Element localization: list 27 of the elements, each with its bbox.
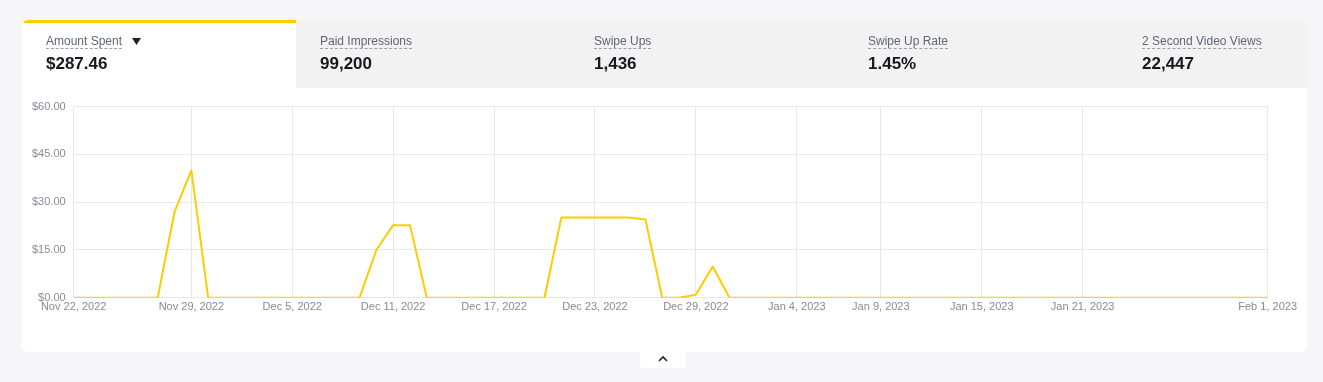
x-tick-label: Jan 9, 2023 bbox=[852, 300, 910, 313]
y-tick-label: $0.00 bbox=[38, 290, 66, 303]
x-tick-label: Dec 23, 2022 bbox=[562, 300, 628, 313]
x-tick-label: Jan 15, 2023 bbox=[949, 300, 1014, 313]
x-tick-label: Nov 22, 2022 bbox=[40, 300, 107, 313]
x-tick-label: Nov 29, 2022 bbox=[158, 300, 225, 313]
y-tick-label: $15.00 bbox=[31, 243, 66, 256]
text: 2 Second Video Views bbox=[1142, 34, 1262, 49]
x-tick-label: Feb 1, 2023 bbox=[1238, 300, 1297, 313]
y-tick-label: $45.00 bbox=[31, 147, 66, 160]
x-tick-label: Dec 11, 2022 bbox=[360, 300, 426, 313]
x-tick-label: Jan 21, 2023 bbox=[1050, 300, 1115, 313]
x-tick-label: Dec 5, 2022 bbox=[262, 300, 322, 313]
y-tick-label: $60.00 bbox=[31, 99, 66, 112]
text: 99,200 bbox=[320, 54, 373, 74]
x-tick-label: Dec 29, 2022 bbox=[663, 300, 729, 313]
text: 1,436 bbox=[594, 54, 638, 74]
x-tick-label: Dec 17, 2022 bbox=[461, 300, 527, 313]
text: Paid Impressions bbox=[320, 34, 413, 49]
text: Swipe Ups bbox=[594, 34, 652, 49]
text: $287.46 bbox=[46, 54, 109, 74]
y-tick-label: $30.00 bbox=[31, 195, 66, 208]
x-tick-label: Jan 4, 2023 bbox=[768, 300, 826, 313]
text: Swipe Up Rate bbox=[868, 34, 949, 49]
text: Amount Spent bbox=[46, 34, 123, 49]
text: 22,447 bbox=[1142, 54, 1195, 74]
text: 1.45% bbox=[868, 54, 918, 74]
